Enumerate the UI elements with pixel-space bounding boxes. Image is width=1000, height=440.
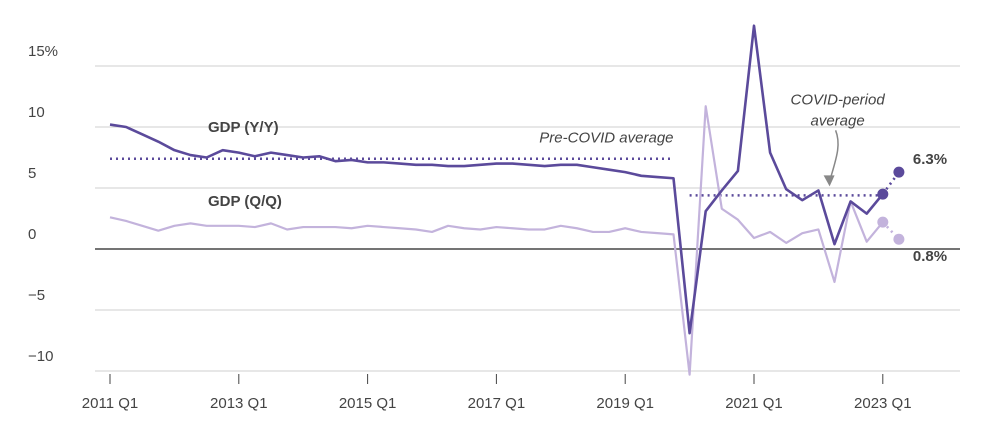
x-tick-label: 2011 Q1 bbox=[82, 395, 138, 412]
x-tick-label: 2019 Q1 bbox=[596, 395, 654, 412]
value-label: 0.8% bbox=[913, 248, 947, 265]
series-label: GDP (Y/Y) bbox=[208, 119, 279, 136]
point bbox=[893, 233, 905, 245]
value-label: 6.3% bbox=[913, 151, 947, 168]
series-line bbox=[109, 105, 884, 376]
x-tick-label: 2015 Q1 bbox=[339, 395, 397, 412]
y-tick-label: 0 bbox=[28, 226, 36, 243]
series-label: GDP (Q/Q) bbox=[208, 193, 282, 210]
x-tick-label: 2023 Q1 bbox=[854, 395, 912, 412]
y-tick-label: 15% bbox=[28, 43, 58, 60]
x-tick-label: 2013 Q1 bbox=[210, 395, 268, 412]
series-line bbox=[109, 24, 884, 335]
average-label: average bbox=[810, 112, 864, 129]
average-label: Pre-COVID average bbox=[539, 130, 673, 147]
x-tick-label: 2021 Q1 bbox=[725, 395, 783, 412]
y-tick-label: 5 bbox=[28, 165, 36, 182]
y-tick-label: 10 bbox=[28, 104, 45, 121]
point bbox=[877, 188, 889, 200]
average-label: COVID-period bbox=[790, 91, 885, 108]
point bbox=[893, 166, 905, 178]
point bbox=[877, 216, 889, 228]
annotation-arrowhead bbox=[823, 175, 835, 187]
annotation-arrow bbox=[828, 130, 839, 182]
y-tick-label: −10 bbox=[28, 348, 53, 365]
y-tick-label: −5 bbox=[28, 287, 45, 304]
series-line-latest bbox=[881, 171, 900, 195]
x-tick-label: 2017 Q1 bbox=[468, 395, 526, 412]
